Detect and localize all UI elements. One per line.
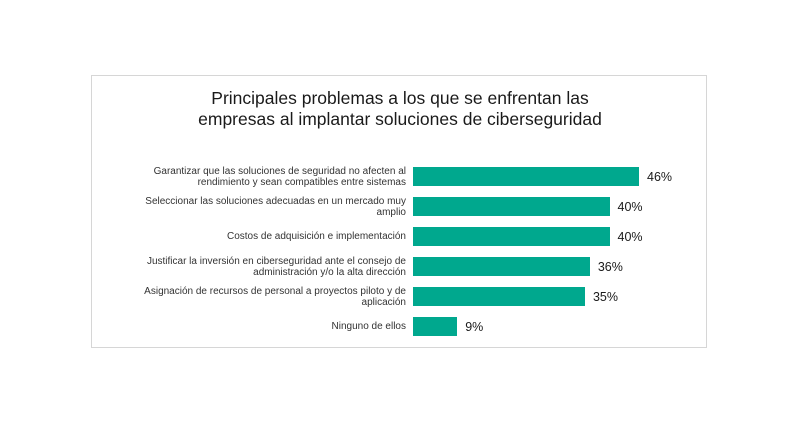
category-label: Justificar la inversión en cibersegurida… [146, 255, 406, 278]
data-label: 36% [597, 260, 623, 274]
chart-title: Principales problemas a los que se enfre… [92, 88, 708, 130]
data-label: 40% [617, 200, 643, 214]
bar [413, 197, 610, 216]
chart-title-line-2: empresas al implantar soluciones de cibe… [198, 109, 602, 129]
data-label: 35% [592, 290, 618, 304]
category-label: Seleccionar las soluciones adecuadas en … [145, 195, 406, 218]
category-label: Ninguno de ellos [331, 321, 407, 332]
bar [413, 227, 610, 246]
bar [413, 287, 585, 306]
chart-card: Principales problemas a los que se enfre… [91, 75, 707, 348]
category-label: Asignación de recursos de personal a pro… [144, 285, 406, 308]
bar [413, 317, 458, 336]
category-label: Costos de adquisición e implementación [227, 231, 406, 242]
bar [413, 167, 639, 186]
data-label: 40% [617, 230, 643, 244]
data-label: 9% [465, 320, 484, 334]
data-label: 46% [647, 170, 673, 184]
category-label: Garantizar que las soluciones de segurid… [153, 165, 406, 188]
chart-title-line-1: Principales problemas a los que se enfre… [211, 88, 589, 108]
bar [413, 257, 590, 276]
